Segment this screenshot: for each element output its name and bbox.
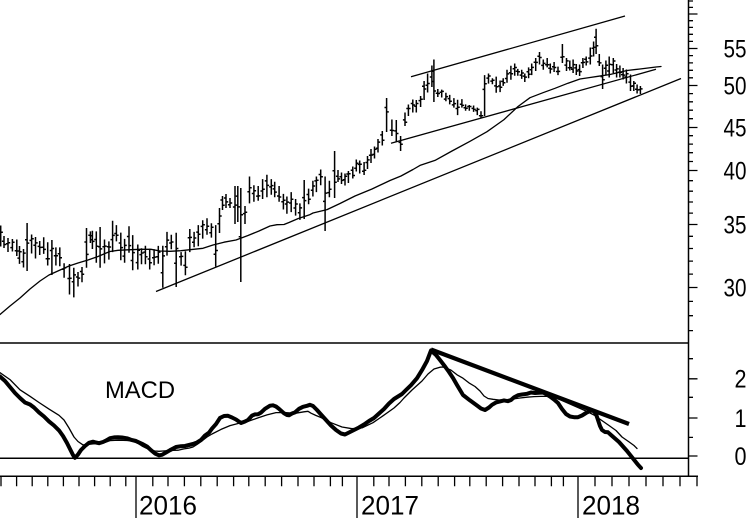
svg-text:2018: 2018 bbox=[582, 491, 640, 518]
svg-text:55: 55 bbox=[724, 35, 747, 63]
svg-text:2: 2 bbox=[735, 366, 747, 394]
svg-text:1: 1 bbox=[735, 405, 747, 433]
svg-text:30: 30 bbox=[724, 274, 747, 302]
svg-text:2017: 2017 bbox=[361, 491, 419, 518]
svg-text:50: 50 bbox=[724, 72, 747, 100]
svg-text:2016: 2016 bbox=[139, 491, 197, 518]
svg-text:35: 35 bbox=[724, 211, 747, 239]
svg-text:MACD: MACD bbox=[105, 377, 175, 404]
svg-text:40: 40 bbox=[724, 157, 747, 185]
svg-text:0: 0 bbox=[735, 443, 747, 471]
svg-text:45: 45 bbox=[724, 114, 747, 142]
